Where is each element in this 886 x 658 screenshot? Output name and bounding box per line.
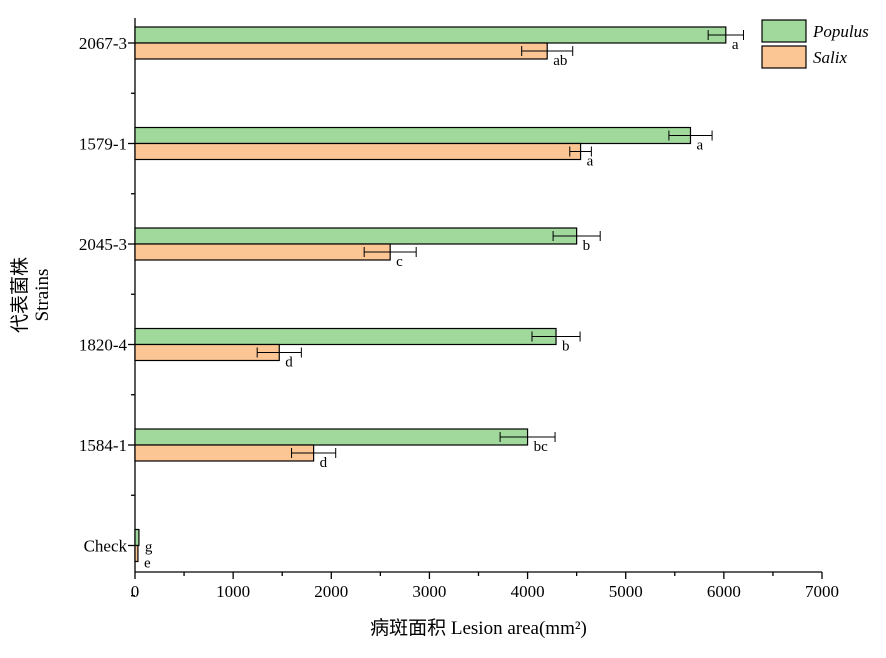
significance-letter: d xyxy=(320,455,328,471)
error-bar xyxy=(707,30,744,40)
error-bar xyxy=(499,432,556,442)
error-bar xyxy=(521,46,574,56)
bar xyxy=(134,126,692,145)
y-tick-label: 2067-3 xyxy=(79,34,127,53)
y-tick-label: 1579-1 xyxy=(79,135,127,154)
significance-letter: c xyxy=(396,254,403,270)
error-bar xyxy=(569,146,592,157)
x-tick-label: 7000 xyxy=(805,582,839,601)
legend-label: Salix xyxy=(813,48,847,67)
bar xyxy=(134,243,391,261)
significance-letter: bc xyxy=(534,439,549,455)
bar xyxy=(134,227,578,245)
y-tick-label: 2045-3 xyxy=(79,235,127,254)
bar xyxy=(134,544,139,563)
significance-letter: e xyxy=(144,556,151,572)
legend-swatch xyxy=(761,19,807,43)
bar xyxy=(134,42,548,60)
significance-letter: a xyxy=(732,37,739,53)
x-tick-label: 6000 xyxy=(707,582,741,601)
y-axis-label: 代表菌株 xyxy=(9,257,31,333)
x-tick-label: 2000 xyxy=(314,582,348,601)
significance-letter: b xyxy=(583,238,591,254)
error-bar xyxy=(552,231,601,241)
bar xyxy=(134,327,557,346)
error-bar xyxy=(291,448,337,458)
bar xyxy=(134,26,727,44)
significance-letter: d xyxy=(285,355,293,371)
bar xyxy=(134,428,529,446)
y-tick-label: 1584-1 xyxy=(79,436,127,455)
legend-swatch xyxy=(761,45,807,69)
significance-letter: a xyxy=(696,138,703,154)
error-bar xyxy=(363,247,417,257)
x-tick-label: 5000 xyxy=(609,582,643,601)
bar xyxy=(134,528,140,547)
y-axis-label: Strains xyxy=(32,269,53,322)
x-tick-label: 0 xyxy=(131,582,140,601)
x-tick-label: 4000 xyxy=(511,582,545,601)
y-tick-label: Check xyxy=(84,537,128,556)
significance-letter: g xyxy=(145,540,153,556)
significance-letter: b xyxy=(562,339,570,355)
y-tick-label: 1820-4 xyxy=(79,336,128,355)
x-axis-label: 病斑面积 Lesion area(mm²) xyxy=(370,617,587,639)
legend-label: Populus xyxy=(812,22,869,41)
bar xyxy=(134,142,582,161)
x-tick-label: 1000 xyxy=(216,582,250,601)
error-bar xyxy=(256,347,302,358)
bar xyxy=(134,444,315,462)
error-bar xyxy=(668,130,713,141)
error-bar xyxy=(531,331,581,342)
significance-letter: ab xyxy=(553,53,567,69)
x-tick-label: 3000 xyxy=(412,582,446,601)
significance-letter: a xyxy=(587,154,594,170)
